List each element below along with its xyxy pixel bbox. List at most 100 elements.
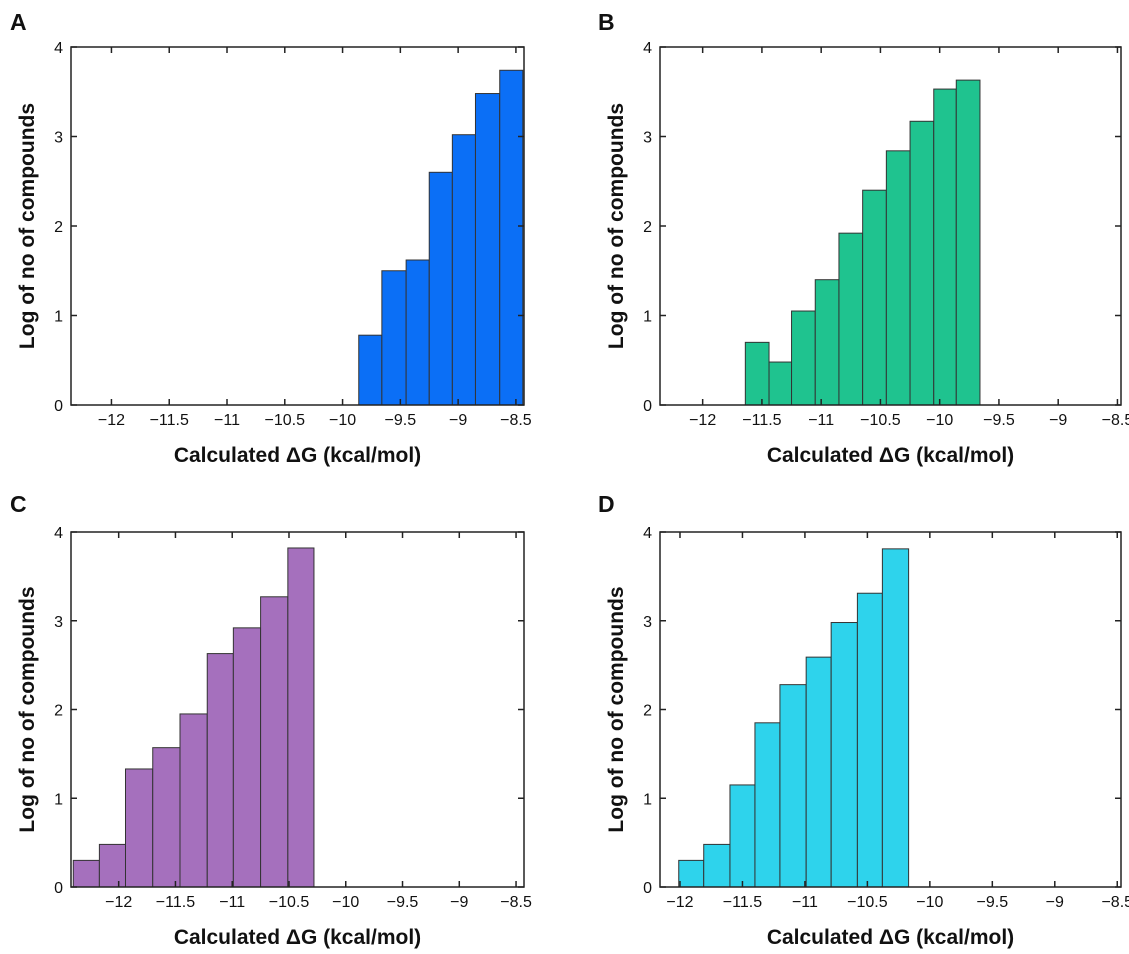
y-tick-label: 4 (54, 525, 63, 542)
x-tick-label: −11 (219, 894, 245, 911)
histogram-bar (885, 150, 911, 406)
x-tick-label: −10.5 (847, 894, 888, 911)
x-tick-label: −11 (808, 412, 834, 429)
x-tick-label: −9 (449, 412, 467, 429)
x-tick-label: −11.5 (723, 894, 762, 911)
y-axis-label: Log of no of compounds (16, 586, 39, 832)
y-tick-label: 3 (54, 130, 63, 147)
panel-label: A (10, 9, 27, 35)
x-tick-label: −11.5 (156, 894, 195, 911)
histogram-bar (881, 548, 910, 888)
histogram-bar (152, 747, 181, 888)
histogram-bar (428, 171, 453, 406)
x-tick-label: −10 (329, 412, 356, 429)
histogram-bar (474, 93, 501, 406)
x-tick-label: −9.5 (387, 894, 419, 911)
y-tick-label: 2 (54, 219, 63, 236)
histogram-bar (768, 361, 793, 406)
x-tick-label: −11 (792, 894, 818, 911)
histogram-bar (703, 843, 731, 888)
x-tick-label: −11.5 (150, 412, 189, 429)
x-tick-label: −10 (926, 412, 953, 429)
y-tick-label: 4 (643, 40, 652, 57)
y-tick-label: 0 (643, 398, 652, 415)
histogram-bar (933, 88, 957, 406)
y-tick-label: 1 (643, 309, 652, 326)
histogram-bar (805, 656, 832, 888)
x-tick-label: −9.5 (385, 412, 417, 429)
x-tick-label: −10.5 (269, 894, 310, 911)
x-tick-label: −9.5 (983, 412, 1015, 429)
histogram-bar (124, 768, 154, 888)
y-axis-label: Log of no of compounds (16, 103, 39, 349)
y-axis-label: Log of no of compounds (605, 586, 628, 832)
histogram-bar (179, 713, 208, 888)
histogram-bar (358, 334, 383, 406)
histogram-bar (754, 722, 781, 888)
y-tick-label: 2 (643, 219, 652, 236)
histogram-bar (830, 622, 858, 888)
histogram-bar (381, 270, 407, 406)
histogram-bar (779, 684, 807, 888)
x-tick-label: −10 (332, 894, 359, 911)
x-tick-label: −9.5 (977, 894, 1009, 911)
x-tick-label: −12 (689, 412, 716, 429)
x-tick-label: −8.5 (500, 412, 532, 429)
x-tick-label: −8.5 (1101, 894, 1129, 911)
x-tick-label: −12 (98, 412, 125, 429)
histogram-bar (729, 784, 756, 888)
y-tick-label: 1 (54, 791, 63, 808)
y-tick-label: 2 (643, 703, 652, 720)
panel-label: C (10, 491, 27, 517)
x-axis-label: Calculated ΔG (kcal/mol) (174, 926, 421, 949)
y-tick-label: 4 (643, 525, 652, 542)
x-tick-label: −12 (666, 894, 693, 911)
histogram-bar (909, 120, 935, 406)
y-axis-label: Log of no of compounds (605, 103, 628, 349)
panel-label: B (598, 9, 615, 35)
x-tick-label: −9 (1046, 894, 1064, 911)
x-tick-label: −9 (450, 894, 468, 911)
panel-label: D (598, 491, 615, 517)
x-axis-label: Calculated ΔG (kcal/mol) (174, 444, 421, 467)
x-tick-label: −8.5 (1102, 412, 1129, 429)
x-tick-label: −8.5 (500, 894, 532, 911)
histogram-bar (862, 189, 887, 406)
histogram-bar (814, 279, 840, 406)
y-tick-label: 1 (54, 309, 63, 326)
y-tick-label: 4 (54, 40, 63, 57)
x-tick-label: −9 (1049, 412, 1067, 429)
histogram-bar (955, 79, 981, 406)
y-tick-label: 0 (54, 398, 63, 415)
x-axis-label: Calculated ΔG (kcal/mol) (767, 444, 1014, 467)
x-axis-label: Calculated ΔG (kcal/mol) (767, 926, 1014, 949)
x-tick-label: −10 (916, 894, 943, 911)
histogram-bar (232, 627, 262, 888)
x-tick-label: −11.5 (742, 412, 781, 429)
y-tick-label: 0 (643, 880, 652, 897)
x-tick-label: −10.5 (860, 412, 901, 429)
x-tick-label: −12 (105, 894, 132, 911)
histogram-bar (678, 859, 705, 888)
histogram-bar (287, 547, 315, 888)
histogram-bar (744, 341, 770, 406)
x-tick-label: −11 (214, 412, 240, 429)
x-tick-label: −10.5 (265, 412, 306, 429)
histogram-bar (260, 596, 289, 888)
y-tick-label: 2 (54, 703, 63, 720)
histogram-bar (405, 259, 430, 406)
histogram-bar (499, 69, 524, 406)
y-tick-label: 3 (643, 614, 652, 631)
y-tick-label: 0 (54, 880, 63, 897)
y-tick-label: 3 (643, 130, 652, 147)
histogram-bar (791, 310, 816, 406)
y-tick-label: 3 (54, 614, 63, 631)
histogram-bar (72, 859, 100, 888)
histogram-bar (98, 843, 126, 888)
y-tick-label: 1 (643, 791, 652, 808)
histogram-bar (838, 232, 864, 406)
histogram-bar (451, 134, 476, 406)
histogram-bar (206, 653, 234, 888)
histogram-bar (856, 592, 883, 888)
